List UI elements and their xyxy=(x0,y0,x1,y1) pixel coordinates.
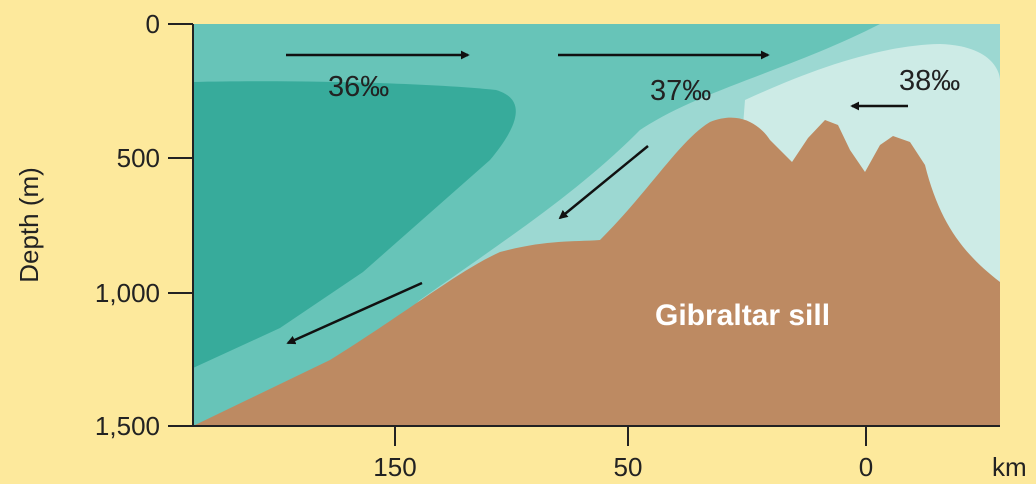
sill-label: Gibraltar sill xyxy=(655,299,830,332)
x-tick-label: 0 xyxy=(859,452,873,482)
salinity-label-38: 38‰ xyxy=(899,65,960,97)
x-axis-unit: km xyxy=(992,452,1027,482)
y-tick-label: 500 xyxy=(117,143,160,173)
deep-outflow-arrow xyxy=(558,145,649,220)
salinity-label-36: 36‰ xyxy=(328,71,389,103)
x-tick-label: 150 xyxy=(373,452,416,482)
y-tick-label: 1,000 xyxy=(95,278,160,308)
x-tick-label: 50 xyxy=(614,452,643,482)
water-zone-36-deep xyxy=(193,81,516,369)
y-tick-label: 0 xyxy=(146,9,160,39)
y-axis-ticks xyxy=(168,23,193,427)
y-axis-title: Depth (m) xyxy=(14,167,44,283)
deep-outflow-arrow xyxy=(286,281,423,345)
gibraltar-sill-shape xyxy=(193,117,1000,427)
y-tick-label: 1,500 xyxy=(95,411,160,441)
salinity-label-37: 37‰ xyxy=(650,75,711,107)
x-axis-ticks xyxy=(394,426,867,446)
